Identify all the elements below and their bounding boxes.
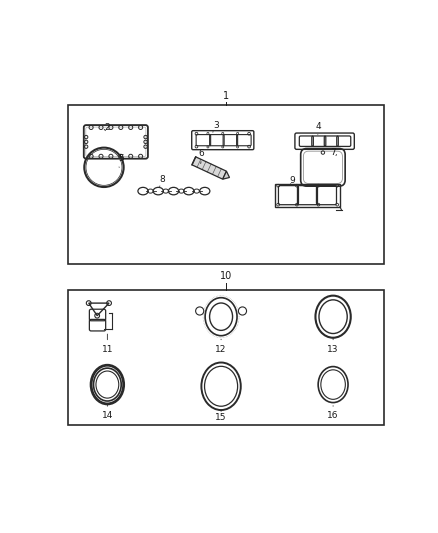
Text: 11: 11 (102, 344, 113, 353)
Bar (68, 289, 384, 425)
Text: 12: 12 (215, 344, 227, 353)
Text: 10: 10 (220, 271, 232, 281)
Text: 14: 14 (102, 411, 113, 420)
Text: 5: 5 (118, 154, 124, 163)
Polygon shape (223, 171, 230, 179)
Text: 1: 1 (223, 91, 229, 101)
Bar (276, 184, 340, 207)
Text: 2: 2 (105, 123, 110, 132)
Polygon shape (192, 157, 226, 179)
Text: 7: 7 (330, 148, 336, 157)
Text: 4: 4 (316, 122, 321, 131)
Text: 13: 13 (327, 344, 339, 353)
Text: 6: 6 (198, 149, 204, 158)
Text: 3: 3 (213, 121, 219, 130)
Text: 9: 9 (290, 176, 295, 185)
Text: 16: 16 (327, 411, 339, 420)
Text: 15: 15 (215, 414, 227, 423)
Bar (68, 104, 384, 264)
Text: 8: 8 (160, 175, 166, 184)
